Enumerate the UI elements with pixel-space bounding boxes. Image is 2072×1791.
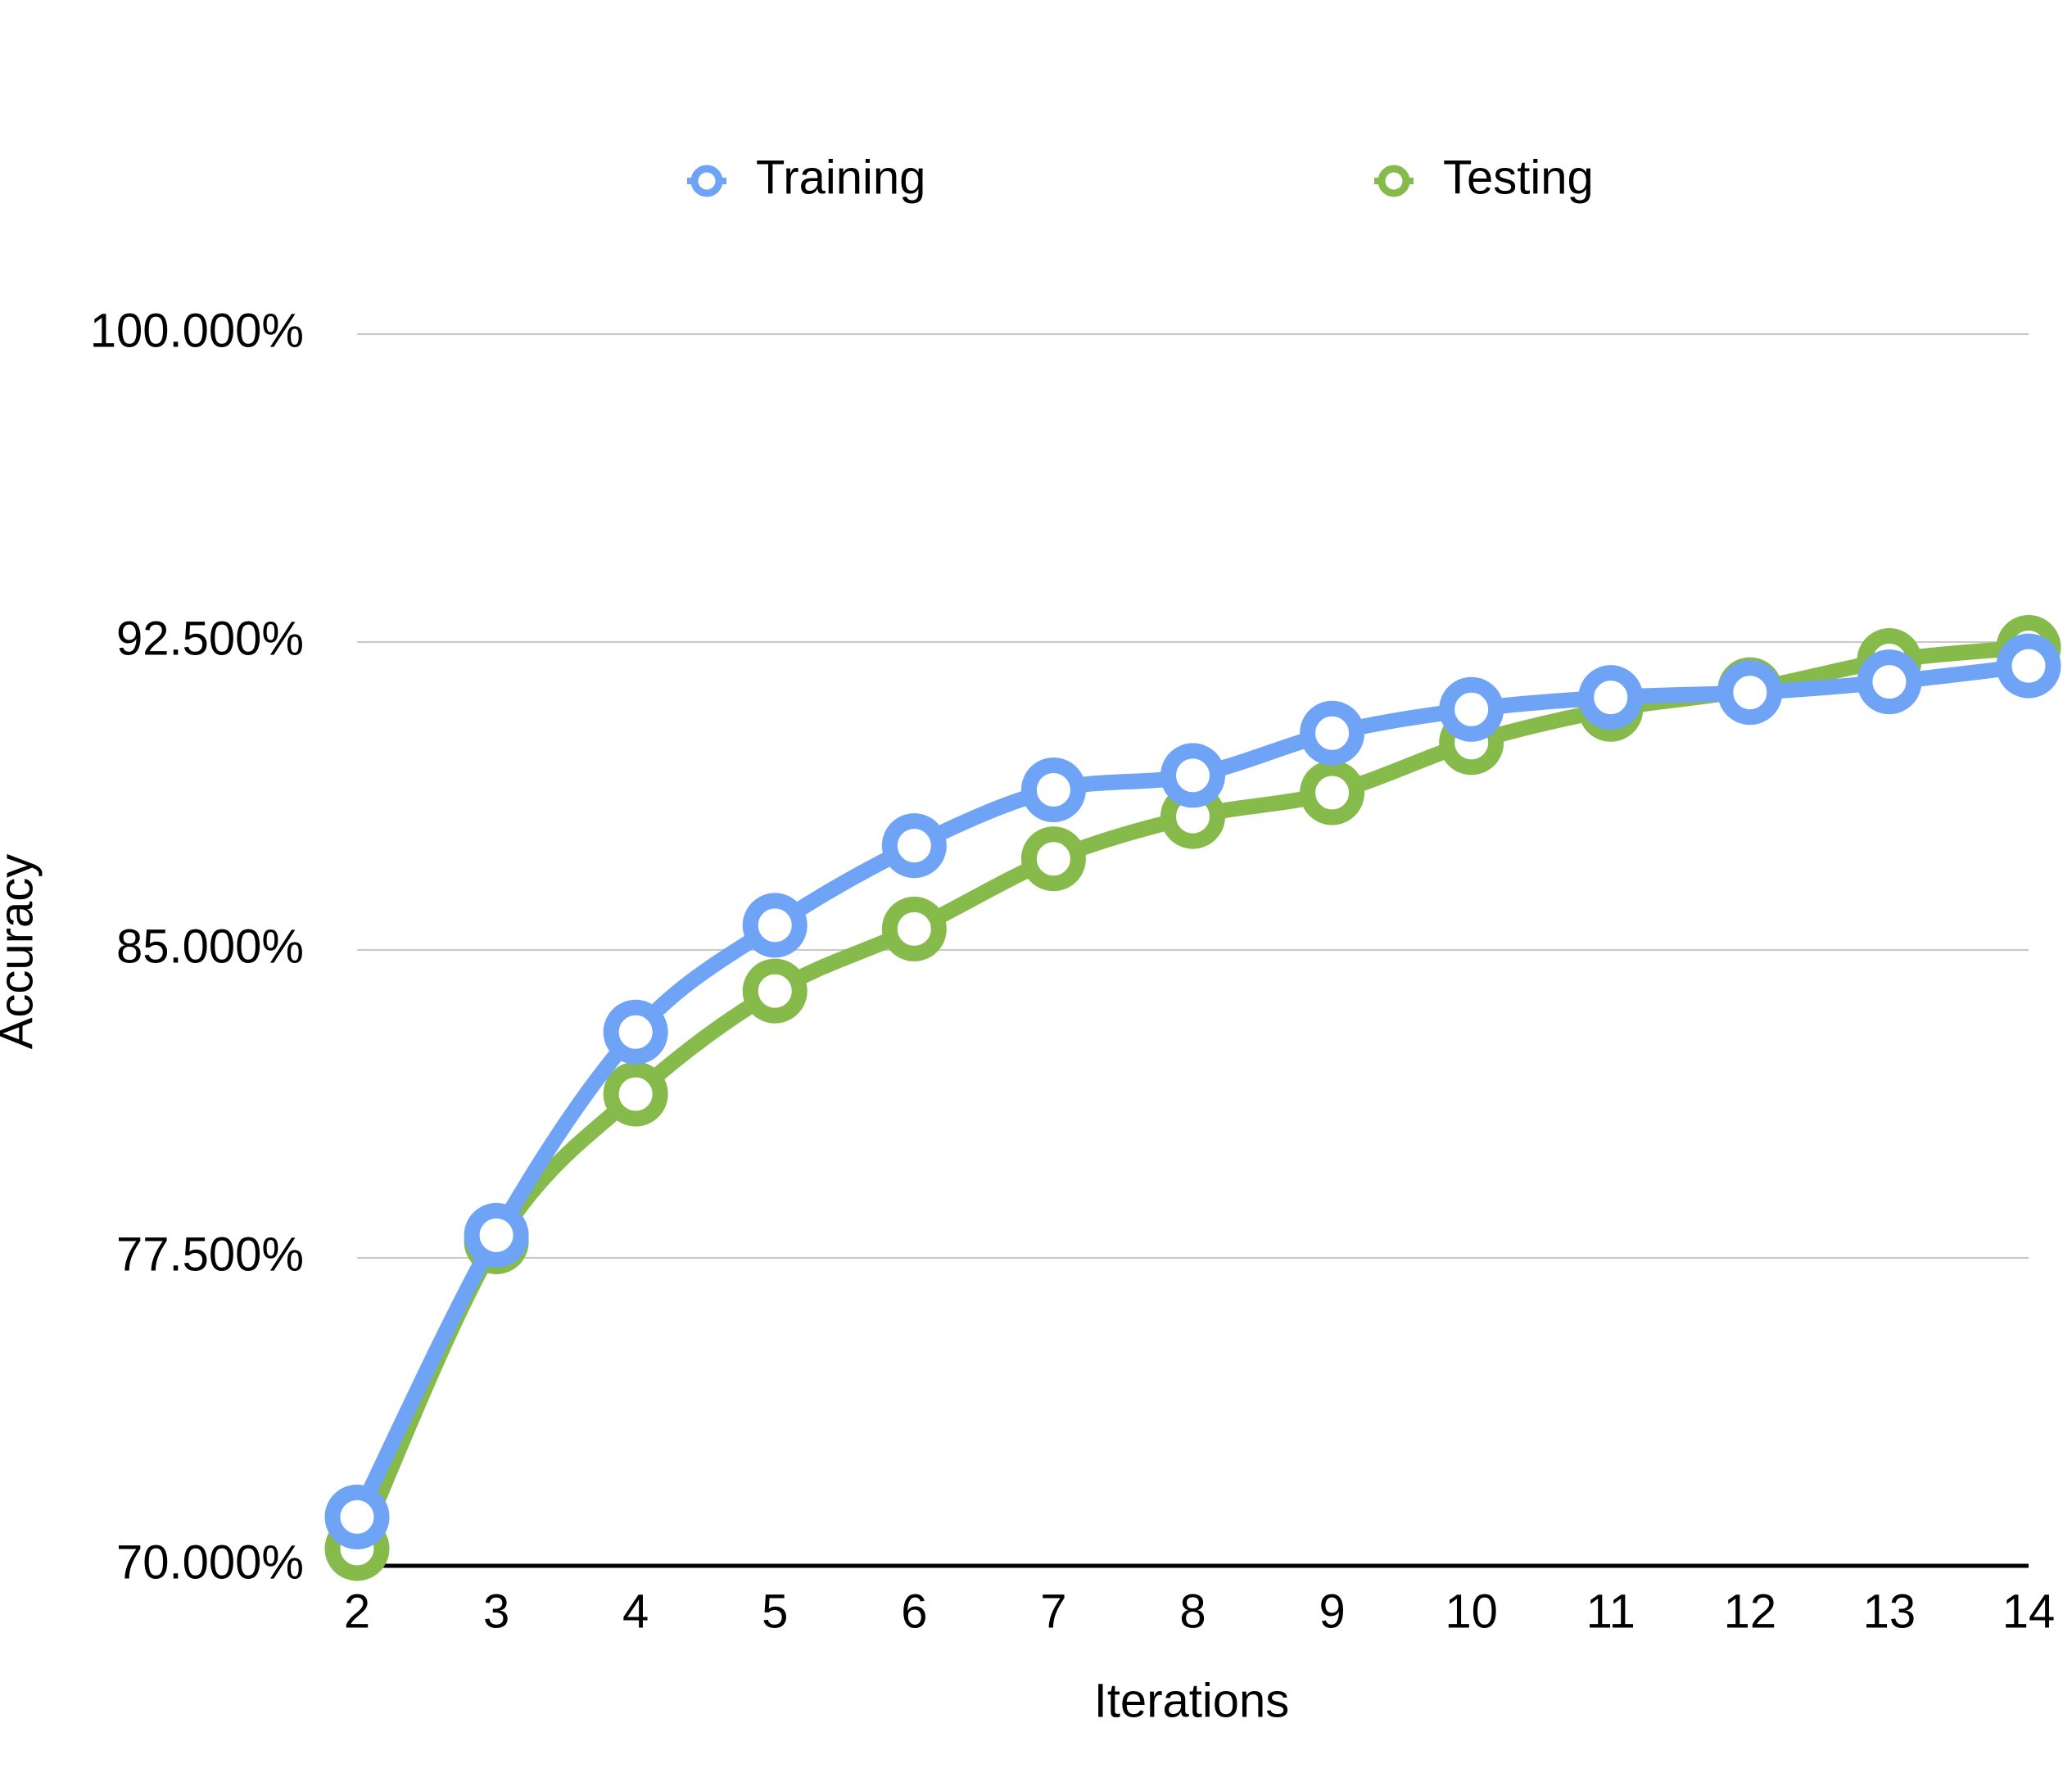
x-tick-label: 14 [2002,1585,2056,1638]
y-tick-label: 77.500% [116,1228,304,1281]
data-point [1300,760,1365,825]
x-axis-title: Iterations [1094,1674,1290,1727]
data-point [1020,757,1086,822]
y-axis-title: Accuracy [0,854,43,1050]
legend-label: Training [756,151,925,204]
x-tick-label: 4 [622,1585,649,1638]
x-tick-label: 5 [762,1585,788,1638]
data-point [881,813,947,879]
legend-label: Testing [1443,151,1594,204]
x-tick-label: 3 [483,1585,509,1638]
x-tick-label: 7 [1040,1585,1066,1638]
x-tick-label: 2 [344,1585,370,1638]
x-tick-label: 12 [1724,1585,1777,1638]
data-point [1578,665,1644,730]
data-point [1717,660,1783,726]
data-point [464,1202,529,1268]
x-tick-label: 8 [1179,1585,1206,1638]
legend-marker [690,165,723,197]
data-point [1160,743,1225,808]
y-tick-label: 92.500% [116,612,304,665]
data-point [1996,633,2061,699]
data-point [881,896,947,961]
x-tick-label: 6 [901,1585,927,1638]
data-point [1300,700,1365,766]
x-tick-label: 9 [1319,1585,1345,1638]
x-tick-label: 11 [1586,1585,1635,1638]
y-tick-label: 70.000% [116,1535,304,1589]
legend-marker [1378,165,1410,197]
data-point [1857,649,1922,715]
y-tick-label: 100.000% [90,304,304,357]
data-point [742,893,808,958]
data-point [1020,826,1086,892]
data-point [603,999,668,1065]
y-tick-label: 85.000% [116,920,304,973]
data-point [603,1061,668,1127]
data-point [1439,676,1504,742]
data-point [324,1484,390,1549]
data-point [742,958,808,1024]
x-tick-label: 10 [1445,1585,1498,1638]
x-tick-label: 13 [1863,1585,1916,1638]
